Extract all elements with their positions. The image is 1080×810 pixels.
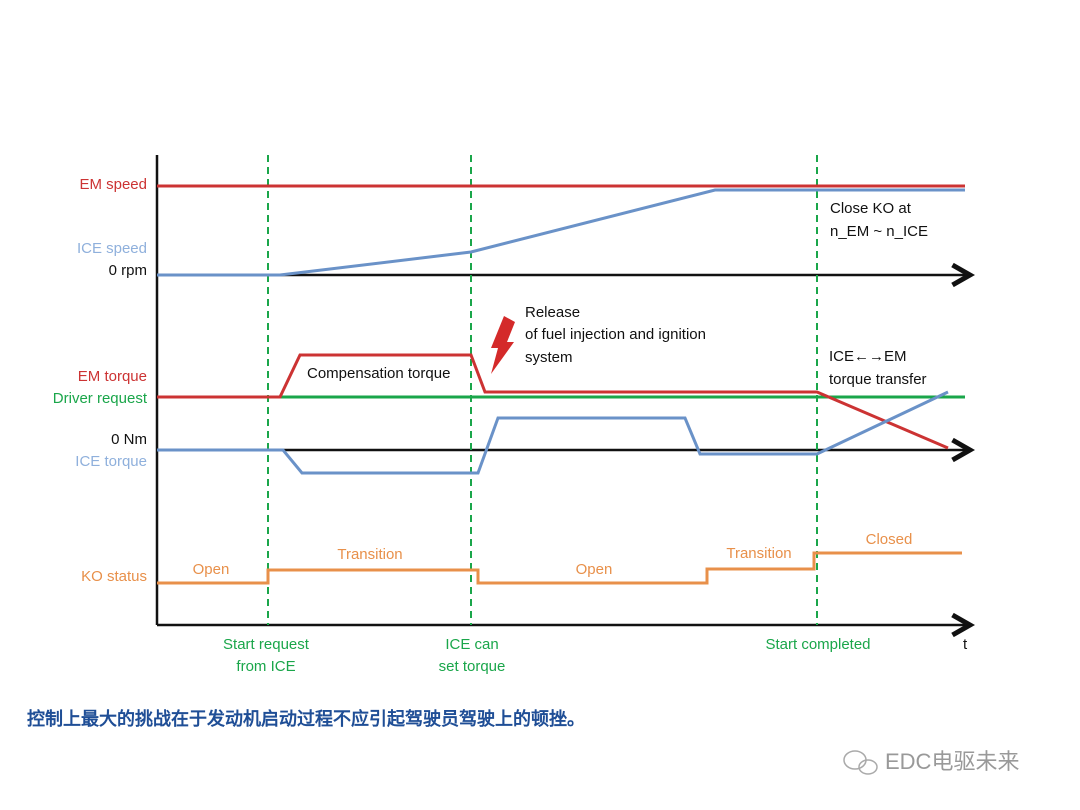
- event-lines: [267, 155, 818, 625]
- annotation: ICE←→EM: [829, 348, 907, 365]
- phase: Closed: [866, 531, 913, 548]
- event-labels: Start request from ICE ICE can set torqu…: [223, 636, 870, 675]
- phase: Transition: [337, 546, 402, 563]
- annotation: of fuel injection and ignition: [525, 326, 706, 343]
- lightning-icon: [491, 316, 515, 374]
- annotation: torque transfer: [829, 371, 927, 388]
- annotation: Release: [525, 304, 580, 321]
- time-axis-label: t: [963, 636, 968, 653]
- label: ICE torque: [75, 453, 147, 470]
- label: 0 rpm: [109, 262, 147, 279]
- label: Driver request: [53, 390, 148, 407]
- event: set torque: [439, 658, 506, 675]
- watermark-icon: [843, 750, 878, 775]
- label: ICE speed: [77, 240, 147, 257]
- phase: Transition: [726, 545, 791, 562]
- annotation: Compensation torque: [307, 365, 450, 382]
- event: Start completed: [765, 636, 870, 653]
- event: ICE can: [445, 636, 498, 653]
- event: from ICE: [236, 658, 295, 675]
- watermark: EDC电驱未来: [885, 749, 1019, 774]
- label: 0 Nm: [111, 431, 147, 448]
- annotation: n_EM ~ n_ICE: [830, 223, 928, 240]
- phase: Open: [576, 561, 613, 578]
- phase: Open: [193, 561, 230, 578]
- signal-labels: EM speed ICE speed 0 rpm EM torque Drive…: [53, 176, 148, 585]
- phase-labels: Open Transition Open Transition Closed: [193, 531, 913, 578]
- caption: 控制上最大的挑战在于发动机启动过程不应引起驾驶员驾驶上的顿挫。: [27, 708, 585, 729]
- label: EM speed: [79, 176, 147, 193]
- label: EM torque: [78, 368, 147, 385]
- annotation: Close KO at: [830, 200, 912, 217]
- signal-lines: [157, 184, 965, 585]
- label: KO status: [81, 568, 147, 585]
- event: Start request: [223, 636, 310, 653]
- annotation: system: [525, 349, 573, 366]
- annotations: Compensation torque Release of fuel inje…: [307, 200, 928, 388]
